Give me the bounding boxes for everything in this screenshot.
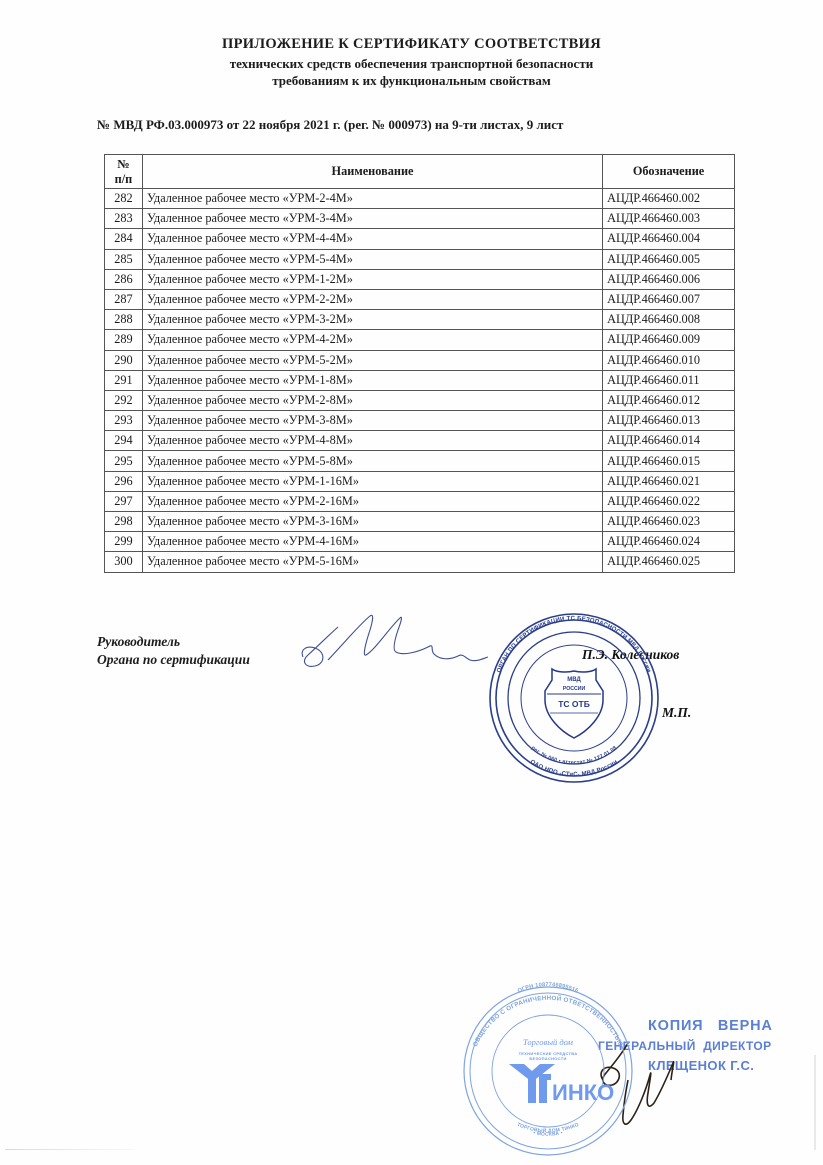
svg-text:ТОРГОВЫЙ ДОМ ТИНКО: ТОРГОВЫЙ ДОМ ТИНКО (516, 1122, 580, 1134)
svg-text:Торговый дом: Торговый дом (523, 1037, 574, 1047)
svg-text:МВД: МВД (567, 677, 581, 683)
svg-text:рег. № 060 • аттестат № 127 01: рег. № 060 • аттестат № 127 01 08 (530, 745, 618, 766)
svg-text:ИНКО: ИНКО (552, 1080, 614, 1105)
svg-text:ТС ОТБ: ТС ОТБ (558, 699, 590, 709)
svg-text:РОССИИ: РОССИИ (563, 686, 586, 692)
svg-text:БЕЗОПАСНОСТИ: БЕЗОПАСНОСТИ (529, 1056, 566, 1061)
svg-text:ОГРН 1087746895516: ОГРН 1087746895516 (517, 982, 579, 994)
